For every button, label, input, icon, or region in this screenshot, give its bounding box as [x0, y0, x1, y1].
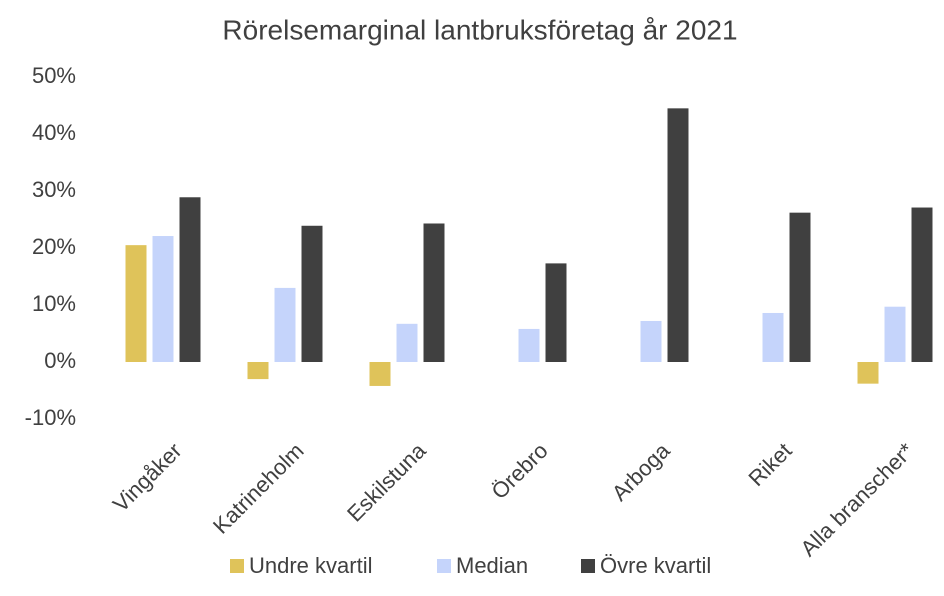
bar [301, 225, 323, 362]
bar [762, 312, 784, 362]
legend-swatch [437, 559, 451, 573]
legend-swatch [230, 559, 244, 573]
bar [640, 320, 662, 362]
bar [179, 197, 201, 362]
bar [274, 287, 296, 362]
chart-title: Rörelsemarginal lantbruksföretag år 2021 [222, 14, 737, 45]
y-tick-label: 20% [32, 234, 76, 259]
x-tick-label: Vingåker [108, 438, 187, 517]
legend-label: Undre kvartil [249, 553, 372, 578]
bar [667, 108, 689, 362]
bar [423, 223, 445, 362]
x-tick-label: Eskilstuna [342, 437, 431, 526]
y-tick-label: 50% [32, 63, 76, 88]
bar [789, 212, 811, 362]
bar [911, 207, 933, 362]
y-tick-label: 40% [32, 120, 76, 145]
x-tick-label: Örebro [487, 438, 553, 504]
x-tick-label: Arboga [607, 437, 675, 505]
bar [125, 245, 147, 362]
y-tick-label: 0% [44, 348, 76, 373]
y-tick-label: -10% [25, 405, 76, 430]
bar [884, 306, 906, 362]
bar [247, 362, 269, 380]
x-tick-label: Alla branscher* [795, 438, 918, 561]
x-tick-label: Riket [744, 438, 797, 491]
bar [369, 362, 391, 386]
legend-label: Övre kvartil [600, 553, 711, 578]
y-tick-label: 10% [32, 291, 76, 316]
legend-swatch [581, 559, 595, 573]
bar [857, 362, 879, 384]
y-tick-label: 30% [32, 177, 76, 202]
bar [396, 323, 418, 362]
x-tick-label: Katrineholm [208, 438, 309, 539]
bar [152, 236, 174, 362]
bar [518, 328, 540, 362]
legend-label: Median [456, 553, 528, 578]
bar [545, 263, 567, 362]
